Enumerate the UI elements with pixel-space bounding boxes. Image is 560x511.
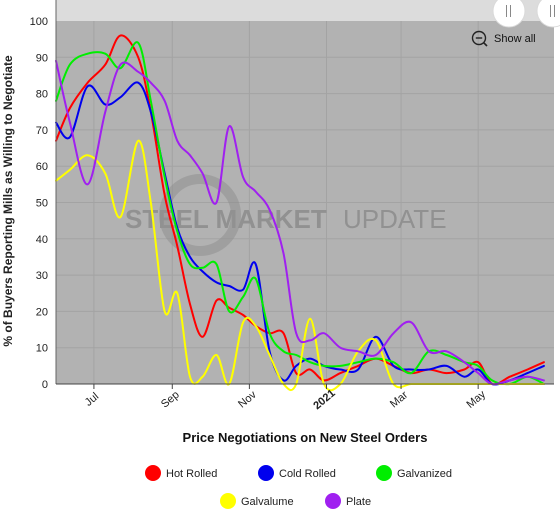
y-axis: 0 10 20 30 40 50 60 70 80 90 100 xyxy=(30,0,57,391)
y-tick-label: 50 xyxy=(36,198,48,210)
legend-label: Hot Rolled xyxy=(166,468,217,480)
legend: Hot Rolled Cold Rolled Galvanized Galvalume… xyxy=(145,465,452,509)
show-all-label: Show all xyxy=(494,33,536,45)
series-line-hot-rolled[interactable] xyxy=(55,34,545,386)
y-tick-label: 30 xyxy=(36,270,48,282)
zoom-out-icon xyxy=(471,30,487,46)
x-tick-label: Nov xyxy=(236,388,259,410)
y-tick-label: 0 xyxy=(42,379,48,391)
legend-marker xyxy=(220,493,236,509)
top-strip xyxy=(56,0,554,21)
legend-item-plate[interactable]: Plate xyxy=(325,493,371,509)
show-all-button[interactable]: Show all xyxy=(471,30,536,47)
x-tick-label: May xyxy=(464,388,488,411)
y-tick-label: 10 xyxy=(36,343,48,355)
legend-label: Galvanized xyxy=(397,468,452,480)
zoom-handle-left[interactable] xyxy=(492,0,526,28)
y-tick-label: 70 xyxy=(36,125,48,137)
x-tick-label: 2021 xyxy=(311,387,337,412)
y-tick-label: 60 xyxy=(36,161,48,173)
plot-background xyxy=(56,0,554,384)
y-tick-label: 20 xyxy=(36,306,48,318)
series-line-cold-rolled[interactable] xyxy=(55,81,545,386)
legend-item-cold-rolled[interactable]: Cold Rolled xyxy=(258,465,336,481)
legend-marker xyxy=(145,465,161,481)
zoom-out-icon-handle xyxy=(483,42,488,47)
y-axis-title: % of Buyers Reporting Mills as Willing t… xyxy=(1,55,15,347)
watermark-part2: UPDATE xyxy=(343,204,447,234)
legend-label: Plate xyxy=(346,496,371,508)
handle-left-circle xyxy=(492,0,526,28)
watermark: STEEL MARKET UPDATE xyxy=(125,174,447,256)
legend-item-galvanized[interactable]: Galvanized xyxy=(376,465,452,481)
x-tick-label: Sep xyxy=(159,389,182,411)
legend-item-hot-rolled[interactable]: Hot Rolled xyxy=(145,465,217,481)
legend-label: Cold Rolled xyxy=(279,468,336,480)
legend-marker xyxy=(376,465,392,481)
x-axis-title: Price Negotiations on New Steel Orders xyxy=(183,430,428,445)
legend-label: Galvalume xyxy=(241,496,294,508)
zoom-handle-right[interactable] xyxy=(536,0,560,28)
x-tick-label: Mar xyxy=(388,389,410,411)
watermark-logo xyxy=(159,174,241,256)
y-tick-label: 100 xyxy=(30,16,48,28)
y-tick-label: 80 xyxy=(36,89,48,101)
legend-marker xyxy=(258,465,274,481)
x-tick-label: Jul xyxy=(83,391,101,409)
series-line-plate[interactable] xyxy=(55,59,545,386)
y-tick-label: 90 xyxy=(36,52,48,64)
plot-area xyxy=(56,0,554,384)
series-lines xyxy=(55,34,545,392)
series-line-galvanized[interactable] xyxy=(55,41,545,386)
y-tick-label: 40 xyxy=(36,234,48,246)
watermark-part1: STEEL MARKET xyxy=(125,204,327,234)
x-axis: Jul Sep Nov 2021 Mar May xyxy=(56,383,554,412)
legend-item-galvalume[interactable]: Galvalume xyxy=(220,493,294,509)
legend-marker xyxy=(325,493,341,509)
